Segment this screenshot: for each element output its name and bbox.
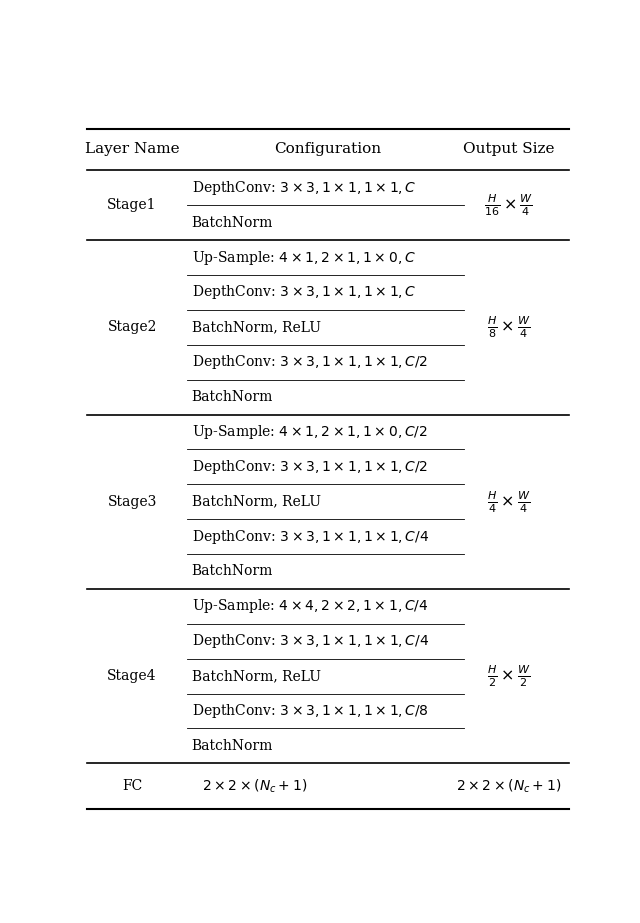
Text: Stage3: Stage3 [108,495,157,509]
Text: $\frac{H}{8}\times\frac{W}{4}$: $\frac{H}{8}\times\frac{W}{4}$ [487,315,531,341]
Text: Up-Sample: $4\times4, 2\times2, 1\times1, C/4$: Up-Sample: $4\times4, 2\times2, 1\times1… [191,597,428,616]
Text: $2\times2\times(N_c+1)$: $2\times2\times(N_c+1)$ [202,777,307,795]
Text: BatchNorm: BatchNorm [191,739,273,753]
Text: $\frac{H}{2}\times\frac{W}{2}$: $\frac{H}{2}\times\frac{W}{2}$ [487,664,531,689]
Text: Stage1: Stage1 [108,198,157,212]
Text: DepthConv: $3\times3, 1\times1, 1\times1, C/8$: DepthConv: $3\times3, 1\times1, 1\times1… [191,702,428,720]
Text: $2\times2\times(N_c+1)$: $2\times2\times(N_c+1)$ [456,777,562,795]
Text: BatchNorm: BatchNorm [191,565,273,579]
Text: BatchNorm: BatchNorm [191,390,273,404]
Text: Up-Sample: $4\times1, 2\times1, 1\times0, C/2$: Up-Sample: $4\times1, 2\times1, 1\times0… [191,423,427,441]
Text: BatchNorm, ReLU: BatchNorm, ReLU [191,669,321,683]
Text: $\frac{H}{16}\times\frac{W}{4}$: $\frac{H}{16}\times\frac{W}{4}$ [484,192,534,218]
Text: DepthConv: $3\times3, 1\times1, 1\times1, C/4$: DepthConv: $3\times3, 1\times1, 1\times1… [191,632,429,651]
Text: $\frac{H}{4}\times\frac{W}{4}$: $\frac{H}{4}\times\frac{W}{4}$ [487,489,531,515]
Text: DepthConv: $3\times3, 1\times1, 1\times1, C$: DepthConv: $3\times3, 1\times1, 1\times1… [191,179,416,197]
Text: Configuration: Configuration [275,142,381,157]
Text: BatchNorm, ReLU: BatchNorm, ReLU [191,495,321,509]
Text: DepthConv: $3\times3, 1\times1, 1\times1, C$: DepthConv: $3\times3, 1\times1, 1\times1… [191,283,416,302]
Text: Stage4: Stage4 [108,669,157,683]
Text: BatchNorm: BatchNorm [191,216,273,230]
Text: DepthConv: $3\times3, 1\times1, 1\times1, C/2$: DepthConv: $3\times3, 1\times1, 1\times1… [191,458,428,476]
Text: Up-Sample: $4\times1, 2\times1, 1\times0, C$: Up-Sample: $4\times1, 2\times1, 1\times0… [191,248,415,267]
Text: DepthConv: $3\times3, 1\times1, 1\times1, C/4$: DepthConv: $3\times3, 1\times1, 1\times1… [191,528,429,545]
Text: BatchNorm, ReLU: BatchNorm, ReLU [191,320,321,334]
Text: Layer Name: Layer Name [84,142,179,157]
Text: Output Size: Output Size [463,142,555,157]
Text: FC: FC [122,779,142,793]
Text: DepthConv: $3\times3, 1\times1, 1\times1, C/2$: DepthConv: $3\times3, 1\times1, 1\times1… [191,354,428,371]
Text: Stage2: Stage2 [108,320,157,334]
